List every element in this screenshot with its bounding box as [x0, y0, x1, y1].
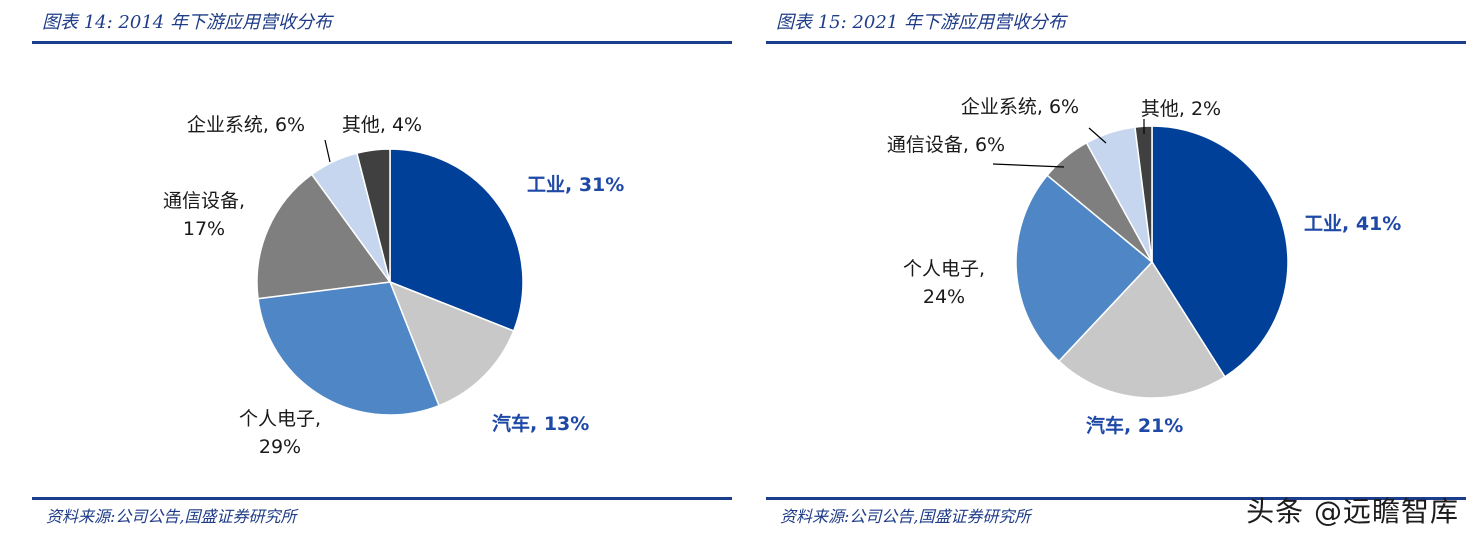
chart-panel-2021: 图表 15: 2021 年下游应用营收分布 工业, 41% 汽车, 21% 个人电子…: [766, 0, 1466, 542]
slice-label: 通信设备, 6%: [887, 134, 1005, 156]
slice-label: 工业, 41%: [1304, 213, 1401, 235]
chart-panel-2014: 图表 14: 2014 年下游应用营收分布 工业, 31% 汽车, 13% 个人电子…: [32, 0, 732, 542]
source-note: 资料来源:公司公告,国盛证券研究所: [46, 507, 297, 526]
bottom-rule: [32, 497, 732, 500]
chart-title: 图表 14: 2014 年下游应用营收分布: [42, 12, 332, 33]
slice-label: 个人电子, 29%: [239, 408, 321, 458]
top-rule: [766, 41, 1466, 44]
leader-line: [1088, 127, 1107, 144]
slice-label: 个人电子, 24%: [903, 258, 985, 308]
slice-label: 企业系统, 6%: [187, 114, 305, 136]
slice-label: 汽车, 21%: [1086, 414, 1183, 437]
slice-label: 其他, 2%: [1141, 98, 1221, 120]
pie-slice-2: [388, 280, 515, 407]
slice-label: 企业系统, 6%: [961, 96, 1079, 118]
chart-title: 图表 15: 2021 年下游应用营收分布: [776, 12, 1066, 33]
leader-line: [992, 163, 1065, 168]
slice-label: 其他, 4%: [342, 114, 422, 136]
pie-chart-2021: 工业, 41% 汽车, 21% 个人电子, 24% 通信设备, 6% 企业系统, 6% 其他…: [887, 96, 1401, 437]
slice-label: 汽车, 13%: [492, 412, 589, 435]
top-rule: [32, 41, 732, 44]
pie-slice-3: [1015, 174, 1154, 363]
leader-line: [324, 139, 331, 163]
pie-slice-4: [256, 173, 392, 300]
pie-slice-1: [1151, 125, 1289, 378]
slice-label: 通信设备, 17%: [163, 190, 245, 240]
pie-slice-1: [389, 148, 524, 332]
bottom-rule: [766, 497, 1466, 500]
pie-slice-2: [1057, 260, 1226, 399]
watermark-text: 头条 @远瞻智库: [1246, 495, 1459, 528]
pie-slice-3: [257, 281, 440, 416]
pie-slice-6: [356, 148, 391, 283]
source-note: 资料来源:公司公告,国盛证券研究所: [780, 507, 1031, 526]
slice-label: 工业, 31%: [527, 174, 624, 196]
pie-chart-2014: 工业, 31% 汽车, 13% 个人电子, 29% 通信设备, 17% 企业系统, 6% 其他…: [163, 114, 624, 458]
